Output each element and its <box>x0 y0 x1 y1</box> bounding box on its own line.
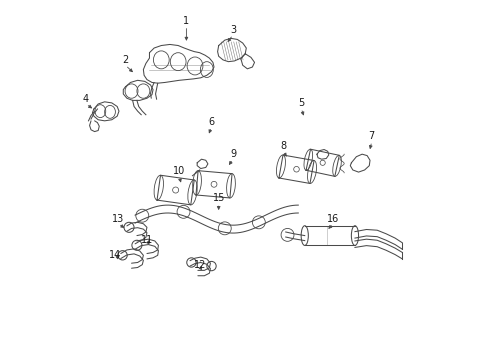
Text: 4: 4 <box>83 94 89 104</box>
Text: 14: 14 <box>108 249 121 260</box>
Text: 1: 1 <box>183 16 189 26</box>
Text: 12: 12 <box>193 260 205 270</box>
Text: 6: 6 <box>208 117 214 127</box>
Text: 7: 7 <box>368 131 374 141</box>
Text: 10: 10 <box>173 166 185 176</box>
Text: 5: 5 <box>297 98 304 108</box>
Text: 9: 9 <box>229 149 236 159</box>
Text: 11: 11 <box>141 235 153 245</box>
Text: 15: 15 <box>212 193 224 203</box>
Text: 3: 3 <box>229 25 236 35</box>
Text: 16: 16 <box>326 214 339 224</box>
Text: 2: 2 <box>122 55 128 65</box>
Text: 13: 13 <box>112 214 124 224</box>
Text: 8: 8 <box>280 141 285 151</box>
